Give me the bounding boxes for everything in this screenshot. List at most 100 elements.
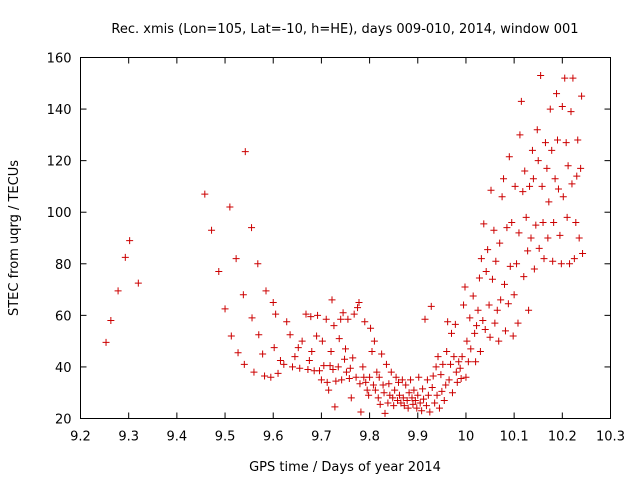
- data-point: [345, 375, 353, 383]
- data-point: [482, 268, 490, 276]
- data-point: [241, 148, 249, 156]
- data-point: [376, 400, 384, 408]
- data-point: [371, 386, 379, 394]
- data-point: [341, 355, 349, 363]
- data-point: [575, 234, 583, 242]
- data-point: [546, 105, 554, 113]
- data-point: [451, 320, 459, 328]
- data-point: [438, 387, 446, 395]
- data-point: [458, 353, 466, 361]
- data-point: [566, 260, 574, 268]
- x-axis-label: GPS time / Days of year 2014: [249, 460, 441, 475]
- data-point: [424, 391, 432, 399]
- data-point: [384, 399, 392, 407]
- data-point: [528, 146, 536, 154]
- data-point: [107, 317, 115, 325]
- y-tick-label: 60: [55, 309, 72, 324]
- data-point: [437, 371, 445, 379]
- x-tick-label: 9.7: [311, 430, 332, 445]
- data-point: [476, 347, 484, 355]
- data-point: [544, 234, 552, 242]
- data-point: [514, 319, 522, 327]
- data-point: [526, 182, 534, 190]
- data-point: [342, 368, 350, 376]
- data-point: [291, 353, 299, 361]
- data-point: [416, 399, 424, 407]
- chart-title: Rec. xmis (Lon=105, Lat=-10, h=HE), days…: [111, 22, 578, 37]
- data-point: [477, 255, 485, 263]
- data-point: [338, 376, 346, 384]
- data-point: [488, 275, 496, 283]
- data-point: [201, 190, 209, 198]
- data-point: [126, 237, 134, 245]
- data-point: [317, 376, 325, 384]
- data-point: [389, 394, 397, 402]
- data-point: [267, 373, 275, 381]
- data-point: [337, 315, 345, 323]
- data-point: [562, 139, 570, 147]
- data-point: [330, 322, 338, 330]
- data-point: [357, 408, 365, 416]
- data-point: [114, 287, 122, 295]
- data-point: [398, 376, 406, 384]
- data-point: [524, 247, 532, 255]
- plot-frame: [80, 57, 611, 419]
- y-tick-label: 140: [47, 103, 72, 118]
- data-point: [365, 391, 373, 399]
- data-point: [450, 353, 458, 361]
- data-point: [280, 360, 288, 368]
- data-point: [428, 384, 436, 392]
- data-point: [537, 72, 545, 80]
- data-point: [579, 249, 587, 257]
- data-point: [505, 153, 513, 161]
- data-point: [554, 136, 561, 144]
- data-point: [471, 329, 479, 337]
- data-point: [522, 213, 530, 221]
- data-point: [439, 360, 447, 368]
- y-tick-label: 20: [55, 413, 72, 428]
- data-point: [549, 257, 557, 265]
- data-point: [556, 231, 564, 239]
- data-point: [240, 360, 248, 368]
- data-point: [567, 108, 575, 116]
- data-point: [529, 175, 537, 183]
- data-point: [234, 349, 242, 357]
- data-point: [395, 391, 403, 399]
- x-tick-label: 9.5: [215, 430, 236, 445]
- data-point: [447, 360, 455, 368]
- data-point: [501, 280, 508, 288]
- data-point: [344, 315, 352, 323]
- x-tick-label: 9.2: [70, 430, 91, 445]
- data-point: [335, 335, 343, 343]
- data-point: [527, 234, 535, 242]
- data-point: [391, 386, 399, 394]
- x-tick-label: 10: [458, 430, 475, 445]
- data-point: [421, 315, 429, 323]
- data-point: [325, 386, 333, 394]
- data-point: [479, 317, 487, 325]
- data-point: [328, 296, 336, 304]
- data-point: [381, 409, 389, 417]
- data-point: [382, 360, 390, 368]
- data-point: [390, 402, 398, 410]
- data-point: [411, 396, 419, 404]
- data-point: [400, 402, 408, 410]
- data-point: [248, 314, 256, 322]
- data-point: [461, 283, 469, 291]
- x-tick-label: 9.9: [407, 430, 428, 445]
- data-point: [327, 347, 335, 355]
- data-point: [427, 302, 435, 310]
- data-point: [259, 350, 267, 358]
- data-point: [420, 395, 428, 403]
- axis-ticks: 9.2 9.3 9.4 9.5 9.6 9.7 9.8 9.9 10 10.1 10.2 10.3 20…: [47, 52, 625, 445]
- data-point: [395, 378, 402, 386]
- data-point: [498, 193, 506, 201]
- data-point: [535, 244, 543, 252]
- data-point: [435, 404, 443, 412]
- data-point: [232, 255, 240, 263]
- data-point: [460, 301, 468, 309]
- data-point: [551, 175, 559, 183]
- x-tick-label: 10.2: [548, 430, 577, 445]
- data-point: [557, 260, 565, 268]
- data-point: [493, 306, 501, 314]
